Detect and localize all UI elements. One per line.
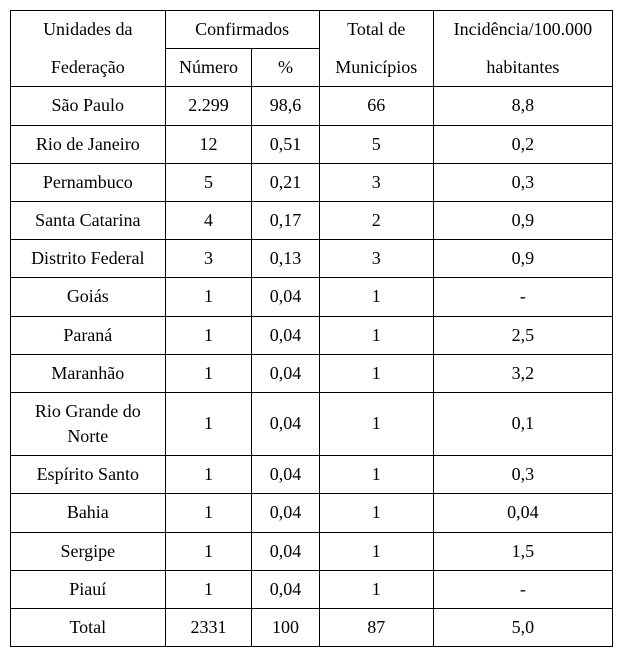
cell-numero: 1 [165,316,252,354]
cell-percent: 0,17 [252,201,319,239]
cell-numero: 1 [165,494,252,532]
header-percent: % [252,49,319,87]
cell-percent: 0,04 [252,316,319,354]
table-row: São Paulo2.29998,6668,8 [11,87,613,125]
cell-municipios: 1 [319,392,433,455]
cell-incidencia: 8,8 [433,87,612,125]
table-row: Bahia10,0410,04 [11,494,613,532]
cell-incidencia: 3,2 [433,354,612,392]
cell-percent: 0,04 [252,392,319,455]
header-confirmados: Confirmados [165,11,319,49]
cell-uf: Bahia [11,494,166,532]
cell-uf: Santa Catarina [11,201,166,239]
header-uf-bottom: Federação [11,49,166,87]
table-row: Espírito Santo10,0410,3 [11,456,613,494]
cell-incidencia: 5,0 [433,609,612,647]
cell-uf: Piauí [11,570,166,608]
cell-incidencia: - [433,570,612,608]
cell-municipios: 1 [319,316,433,354]
cell-uf: Goiás [11,278,166,316]
cell-incidencia: 0,9 [433,240,612,278]
cell-municipios: 1 [319,570,433,608]
cell-municipios: 3 [319,240,433,278]
cell-incidencia: 0,3 [433,163,612,201]
cell-percent: 0,13 [252,240,319,278]
header-inc-top: Incidência/100.000 [433,11,612,49]
cell-municipios: 87 [319,609,433,647]
table-row: Pernambuco50,2130,3 [11,163,613,201]
cell-percent: 0,04 [252,278,319,316]
cell-numero: 1 [165,392,252,455]
cell-percent: 0,51 [252,125,319,163]
table-header: Unidades da Confirmados Total de Incidên… [11,11,613,87]
header-uf-top: Unidades da [11,11,166,49]
header-mun-bottom: Municípios [319,49,433,87]
cell-incidencia: 0,3 [433,456,612,494]
cell-percent: 0,04 [252,354,319,392]
header-row-2: Federação Número % Municípios habitantes [11,49,613,87]
table-row: Maranhão10,0413,2 [11,354,613,392]
cell-numero: 1 [165,532,252,570]
cell-incidencia: 1,5 [433,532,612,570]
cell-numero: 1 [165,456,252,494]
cell-numero: 12 [165,125,252,163]
table-row: Sergipe10,0411,5 [11,532,613,570]
table-row: Total2331100875,0 [11,609,613,647]
cell-incidencia: 0,04 [433,494,612,532]
cell-uf: São Paulo [11,87,166,125]
cell-municipios: 1 [319,456,433,494]
cell-municipios: 2 [319,201,433,239]
table-row: Piauí10,041- [11,570,613,608]
cell-uf: Espírito Santo [11,456,166,494]
cell-uf: Distrito Federal [11,240,166,278]
cell-percent: 0,21 [252,163,319,201]
table-row: Santa Catarina40,1720,9 [11,201,613,239]
header-row-1: Unidades da Confirmados Total de Incidên… [11,11,613,49]
cell-percent: 0,04 [252,456,319,494]
data-table: Unidades da Confirmados Total de Incidên… [10,10,613,647]
cell-municipios: 66 [319,87,433,125]
cell-incidencia: 0,9 [433,201,612,239]
table-row: Paraná10,0412,5 [11,316,613,354]
table-body: São Paulo2.29998,6668,8Rio de Janeiro120… [11,87,613,647]
cell-uf: Sergipe [11,532,166,570]
cell-percent: 0,04 [252,570,319,608]
header-inc-bottom: habitantes [433,49,612,87]
cell-municipios: 1 [319,354,433,392]
cell-percent: 100 [252,609,319,647]
cell-incidencia: 0,2 [433,125,612,163]
cell-numero: 1 [165,354,252,392]
cell-uf: Rio de Janeiro [11,125,166,163]
cell-uf: Maranhão [11,354,166,392]
cell-uf: Rio Grande doNorte [11,392,166,455]
table-row: Distrito Federal30,1330,9 [11,240,613,278]
cell-numero: 4 [165,201,252,239]
cell-incidencia: 0,1 [433,392,612,455]
table-row: Rio Grande doNorte10,0410,1 [11,392,613,455]
table-row: Rio de Janeiro120,5150,2 [11,125,613,163]
cell-numero: 5 [165,163,252,201]
header-numero: Número [165,49,252,87]
cell-uf: Total [11,609,166,647]
cell-municipios: 5 [319,125,433,163]
cell-incidencia: 2,5 [433,316,612,354]
cell-incidencia: - [433,278,612,316]
cell-percent: 0,04 [252,532,319,570]
cell-percent: 98,6 [252,87,319,125]
cell-municipios: 1 [319,532,433,570]
cell-numero: 2331 [165,609,252,647]
cell-uf: Paraná [11,316,166,354]
header-mun-top: Total de [319,11,433,49]
cell-municipios: 3 [319,163,433,201]
cell-municipios: 1 [319,278,433,316]
cell-numero: 1 [165,570,252,608]
table-row: Goiás10,041- [11,278,613,316]
cell-percent: 0,04 [252,494,319,532]
cell-numero: 3 [165,240,252,278]
cell-uf: Pernambuco [11,163,166,201]
cell-municipios: 1 [319,494,433,532]
cell-numero: 2.299 [165,87,252,125]
cell-numero: 1 [165,278,252,316]
